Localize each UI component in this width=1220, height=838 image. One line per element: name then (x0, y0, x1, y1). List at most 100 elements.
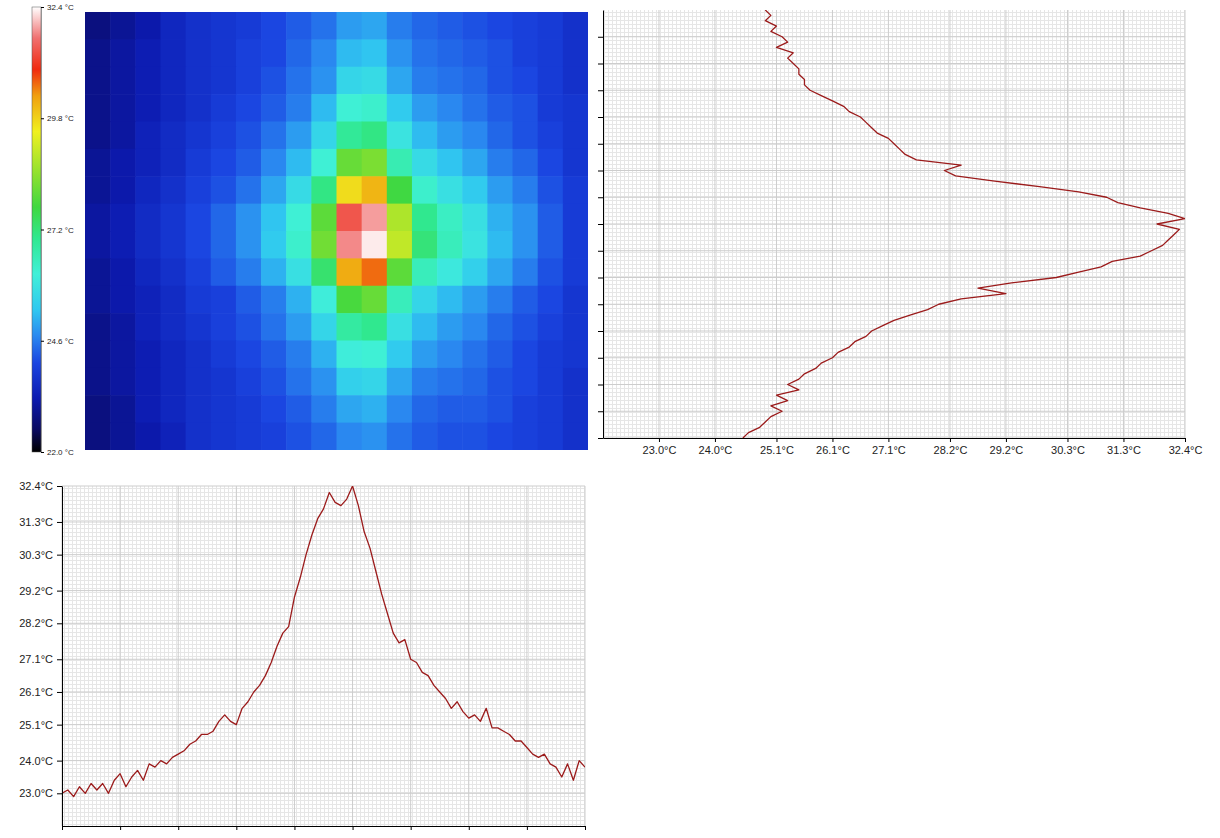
heat-cell (487, 149, 513, 177)
tick-mark (294, 826, 295, 830)
heat-cell (286, 423, 312, 450)
tick (598, 438, 603, 439)
heat-cell (261, 149, 287, 177)
tick-mark (57, 761, 62, 762)
tick-label: 29.2°C (990, 444, 1024, 456)
tick: 28.2°C (934, 438, 968, 456)
heat-cell (160, 149, 186, 177)
heat-cell (236, 94, 262, 122)
tick: 29.8 °C (41, 114, 74, 123)
grid (62, 486, 585, 826)
tick-mark (1123, 438, 1124, 442)
tick (527, 826, 528, 830)
tick-mark (57, 555, 62, 556)
heat-cell (186, 231, 212, 259)
tick-mark (598, 90, 603, 91)
heat-cell (311, 423, 337, 450)
tick-label: 24.0°C (19, 755, 53, 767)
grid-line (62, 590, 585, 591)
heat-cell (563, 94, 588, 122)
heat-cell (160, 286, 186, 314)
heat-cell (211, 286, 237, 314)
tick-mark (950, 438, 951, 442)
heat-cell (462, 231, 488, 259)
chart-root: 22.0 °C24.6 °C27.2 °C29.8 °C32.4 °C23.0°… (0, 0, 1220, 838)
tick (62, 826, 63, 830)
profile-line (62, 486, 585, 797)
heat-cell (211, 341, 237, 369)
heat-cell (412, 313, 438, 341)
heat-cell (211, 258, 237, 286)
heat-cell (236, 67, 262, 95)
heat-cell (160, 231, 186, 259)
heat-cell (110, 149, 136, 177)
tick-label: 30.3°C (19, 549, 53, 561)
heat-cell (487, 258, 513, 286)
heat-cell (286, 395, 312, 423)
tick-mark (598, 331, 603, 332)
colorbar (32, 7, 41, 452)
tick-label: 24.6 °C (47, 337, 74, 346)
heat-cell (186, 176, 212, 204)
tick-mark (57, 793, 62, 794)
heat-cell (412, 341, 438, 369)
tick: 32.4 °C (41, 3, 74, 12)
heat-cell (337, 67, 363, 95)
heat-cell (437, 368, 463, 396)
tick-mark (776, 438, 777, 442)
tick: 32.4°C (1169, 438, 1203, 456)
heat-cell (311, 149, 337, 177)
heat-cell (186, 286, 212, 314)
tick (598, 171, 603, 172)
heat-cell (487, 12, 513, 40)
heat-cell (236, 176, 262, 204)
grid-line (178, 486, 179, 826)
heat-cell (236, 258, 262, 286)
heat-cell (311, 313, 337, 341)
tick: 27.1°C (872, 438, 906, 456)
tick-mark (469, 826, 470, 830)
tick-mark (585, 826, 586, 830)
heat-cell (85, 341, 111, 369)
heat-cell (135, 204, 161, 232)
tick-label: 29.2°C (19, 585, 53, 597)
heat-cell (487, 39, 513, 67)
heatmap (85, 12, 588, 450)
heat-cell (538, 286, 564, 314)
heat-cell (412, 122, 438, 150)
axis-line (63, 826, 586, 827)
tick-mark (598, 171, 603, 172)
heat-cell (337, 149, 363, 177)
heat-cell (85, 368, 111, 396)
heat-cell (487, 423, 513, 450)
tick-label: 26.1°C (816, 444, 850, 456)
heat-cell (85, 395, 111, 423)
heat-cell (261, 286, 287, 314)
tick-mark (57, 591, 62, 592)
grid-line (62, 486, 585, 487)
tick-mark (598, 251, 603, 252)
heat-cell (387, 395, 413, 423)
heat-cell (311, 204, 337, 232)
heat-cell (513, 258, 539, 286)
canvas: 22.0 °C24.6 °C27.2 °C29.8 °C32.4 °C23.0°… (0, 0, 1220, 838)
heat-cell (160, 12, 186, 40)
heat-cell (462, 94, 488, 122)
heat-cell (412, 149, 438, 177)
tick-label: 25.1°C (19, 719, 53, 731)
tick (236, 826, 237, 830)
tick-mark (598, 224, 603, 225)
heat-cell (236, 368, 262, 396)
heat-cell (85, 176, 111, 204)
heat-cell (85, 94, 111, 122)
heat-cell (437, 395, 463, 423)
heat-cell (186, 94, 212, 122)
heat-cell (387, 368, 413, 396)
heat-cell (110, 94, 136, 122)
grid-line (62, 691, 585, 692)
heat-cell (563, 12, 588, 40)
heat-cell (437, 341, 463, 369)
heat-cell (387, 67, 413, 95)
heat-cell (563, 39, 588, 67)
heat-cell (186, 149, 212, 177)
